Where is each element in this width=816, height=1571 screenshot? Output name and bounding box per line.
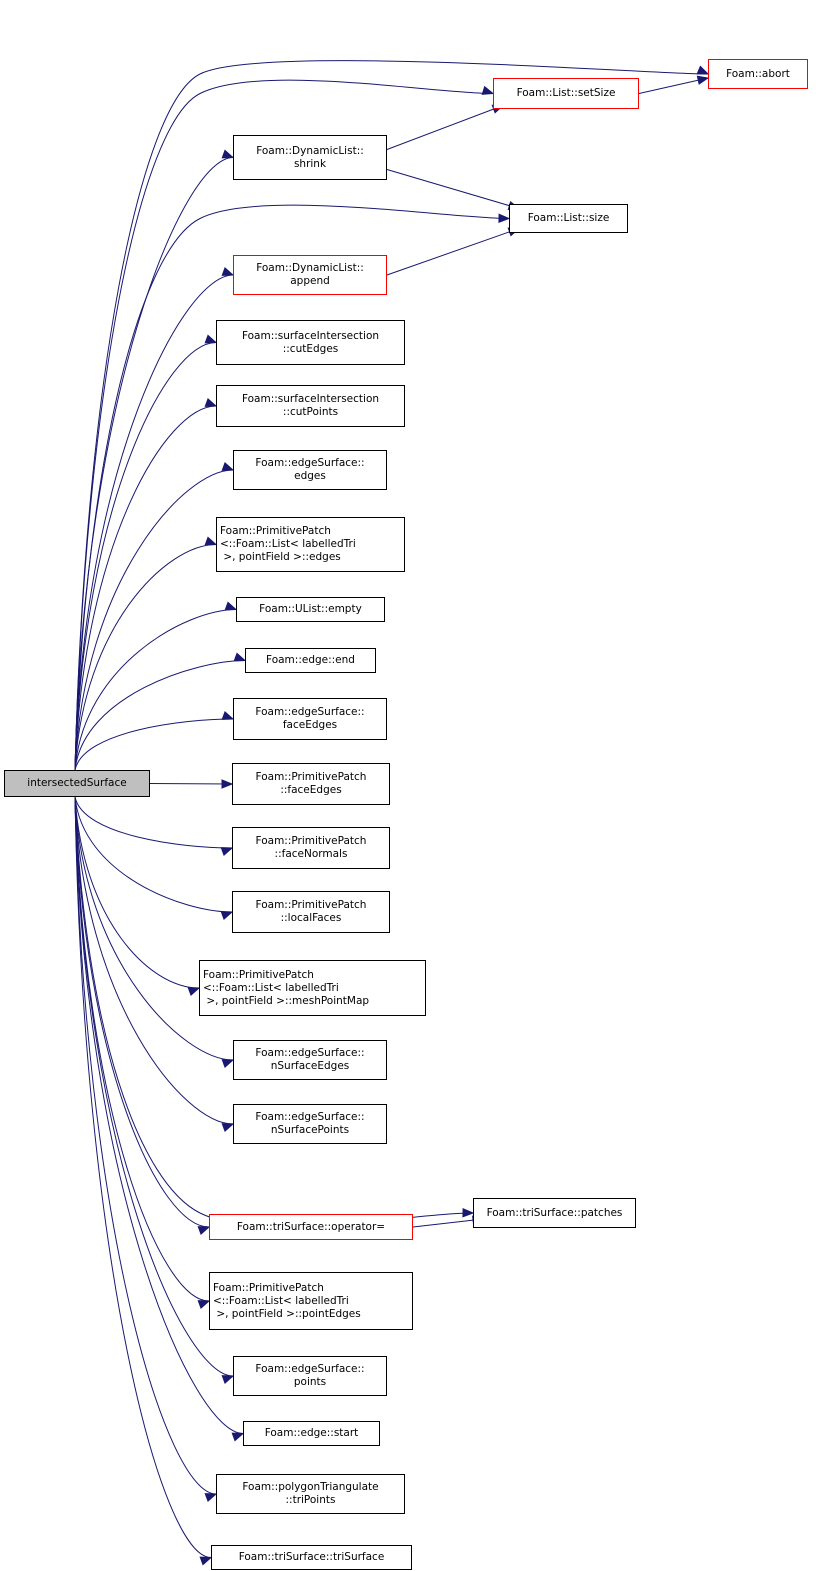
edge-root-to-ppEdges-arrowhead: [204, 536, 218, 546]
edge-root-to-esFaceEdges: [74, 718, 234, 771]
edge-root-to-triSurface-arrowhead: [199, 1556, 213, 1566]
edge-root-to-localFaces-arrowhead: [220, 911, 234, 921]
edge-root-to-points-arrowhead: [221, 1375, 235, 1385]
edge-root-to-size-arrowhead: [498, 213, 511, 224]
edge-root-to-setSize: [74, 79, 494, 771]
edge-root-to-ppFaceEdges-arrowhead: [221, 779, 234, 789]
edge-root-to-triPoints-arrowhead: [204, 1493, 218, 1503]
edge-root-to-ppFaceEdges: [149, 783, 233, 785]
node-abort[interactable]: Foam::abort: [708, 59, 808, 89]
edge-root-to-patches-arrowhead: [462, 1208, 475, 1218]
node-mesh-point-map[interactable]: Foam::PrimitivePatch <::Foam::List< labe…: [199, 960, 426, 1016]
node-patches[interactable]: Foam::triSurface::patches: [473, 1198, 636, 1228]
edge-root-to-faceNormals: [74, 796, 233, 849]
node-size[interactable]: Foam::List::size: [509, 204, 628, 233]
edge-root-to-pointEdges-arrowhead: [197, 1300, 211, 1310]
edge-root-to-nSurfaceEdges-arrowhead: [221, 1059, 235, 1069]
node-cut-points[interactable]: Foam::surfaceIntersection ::cutPoints: [216, 385, 405, 427]
node-set-size[interactable]: Foam::List::setSize: [493, 78, 639, 109]
edge-root-to-start: [74, 796, 244, 1434]
edge-setSize-to-abort: [638, 77, 709, 94]
edge-root-to-abort: [74, 60, 709, 771]
edge-shrink-to-size: [386, 169, 520, 209]
edge-root-to-setSize-arrowhead: [481, 85, 495, 95]
edge-root-to-esFaceEdges-arrowhead: [221, 710, 235, 720]
edge-root-to-shrink: [74, 157, 234, 771]
node-end[interactable]: Foam::edge::end: [245, 648, 376, 673]
edge-root-to-shrink-arrowhead: [221, 149, 235, 159]
node-point-edges[interactable]: Foam::PrimitivePatch <::Foam::List< labe…: [209, 1272, 413, 1330]
node-pp-edges[interactable]: Foam::PrimitivePatch <::Foam::List< labe…: [216, 517, 405, 572]
root-node-intersectedSurface[interactable]: intersectedSurface: [4, 770, 150, 797]
node-empty[interactable]: Foam::UList::empty: [236, 597, 385, 622]
edge-root-to-esEdges: [74, 469, 234, 771]
edge-root-to-cutEdges: [74, 342, 217, 771]
edge-root-to-cutEdges-arrowhead: [204, 334, 218, 344]
edge-root-to-append-arrowhead: [221, 266, 235, 276]
edge-root-to-esEdges-arrowhead: [221, 461, 235, 471]
node-points[interactable]: Foam::edgeSurface:: points: [233, 1356, 387, 1396]
node-start[interactable]: Foam::edge::start: [243, 1421, 380, 1446]
edge-root-to-triSurface: [74, 796, 212, 1558]
edge-root-to-operatorEq: [74, 796, 210, 1228]
node-n-surface-points[interactable]: Foam::edgeSurface:: nSurfacePoints: [233, 1104, 387, 1144]
edge-root-to-abort-arrowhead: [696, 65, 710, 75]
edge-root-to-faceNormals-arrowhead: [220, 847, 234, 857]
edge-root-to-append: [74, 274, 234, 771]
edge-root-to-nSurfacePoints: [74, 796, 234, 1125]
edge-root-to-points: [74, 796, 234, 1377]
edge-setSize-to-abort-arrowhead: [696, 75, 710, 85]
edge-root-to-end-arrowhead: [233, 652, 247, 662]
edge-root-to-ppEdges: [74, 544, 217, 771]
node-local-faces[interactable]: Foam::PrimitivePatch ::localFaces: [232, 891, 390, 933]
edge-root-to-size: [74, 204, 510, 771]
edge-operatorEq-to-patches: [412, 1218, 484, 1228]
edge-root-to-cutPoints: [74, 405, 217, 771]
edge-append-to-size: [386, 228, 520, 276]
edge-root-to-localFaces: [74, 796, 233, 913]
edge-root-to-pointEdges: [74, 796, 210, 1302]
node-operator-eq[interactable]: Foam::triSurface::operator=: [209, 1214, 413, 1240]
edge-root-to-empty: [74, 609, 237, 771]
node-tri-surface[interactable]: Foam::triSurface::triSurface: [211, 1545, 412, 1570]
node-append[interactable]: Foam::DynamicList:: append: [233, 255, 387, 295]
edge-root-to-cutPoints-arrowhead: [204, 397, 218, 407]
node-shrink[interactable]: Foam::DynamicList:: shrink: [233, 135, 387, 180]
edge-root-to-meshPointMap-arrowhead: [187, 987, 201, 997]
edge-root-to-nSurfaceEdges: [74, 796, 234, 1061]
node-es-edges[interactable]: Foam::edgeSurface:: edges: [233, 450, 387, 490]
node-n-surface-edges[interactable]: Foam::edgeSurface:: nSurfaceEdges: [233, 1040, 387, 1080]
edge-root-to-empty-arrowhead: [224, 601, 238, 611]
edge-shrink-to-setSize: [386, 105, 504, 150]
edge-root-to-start-arrowhead: [231, 1432, 245, 1442]
node-cut-edges[interactable]: Foam::surfaceIntersection ::cutEdges: [216, 320, 405, 365]
edge-root-to-end: [74, 660, 246, 771]
edge-root-to-meshPointMap: [74, 796, 200, 989]
edge-root-to-nSurfacePoints-arrowhead: [221, 1123, 235, 1133]
node-face-normals[interactable]: Foam::PrimitivePatch ::faceNormals: [232, 827, 390, 869]
node-tri-points[interactable]: Foam::polygonTriangulate ::triPoints: [216, 1474, 405, 1514]
edge-root-to-operatorEq-arrowhead: [197, 1226, 211, 1236]
edge-root-to-triPoints: [74, 796, 217, 1495]
node-es-face-edges[interactable]: Foam::edgeSurface:: faceEdges: [233, 698, 387, 740]
node-pp-face-edges[interactable]: Foam::PrimitivePatch ::faceEdges: [232, 763, 390, 805]
